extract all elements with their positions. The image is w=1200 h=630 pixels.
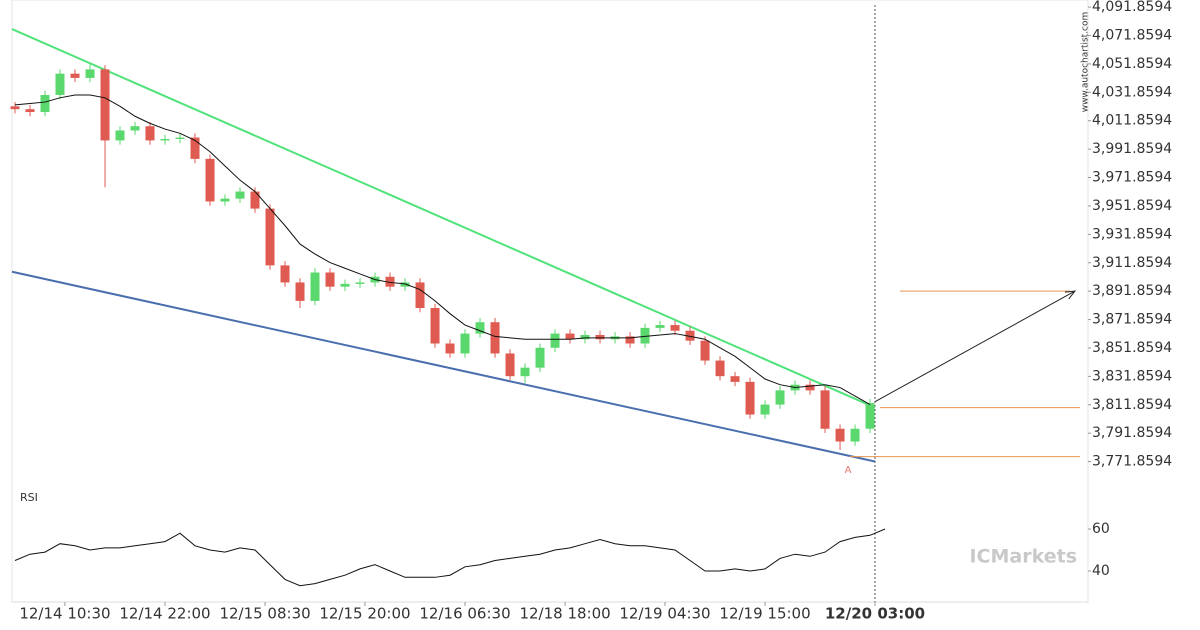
x-tick-label: 12/14 10:30 <box>19 605 110 623</box>
candle-body <box>820 390 830 429</box>
candle-body <box>805 384 815 391</box>
candle-body <box>460 333 470 354</box>
candle-body <box>85 69 95 78</box>
candle-body <box>550 333 560 348</box>
plot-frame <box>11 0 1089 603</box>
y-tick-label: 4,031.8594 <box>1092 84 1172 100</box>
y-tick-label: 3,991.8594 <box>1092 141 1172 157</box>
candle-body <box>475 322 485 334</box>
x-tick-label: 12/19 04:30 <box>619 605 710 623</box>
candle-body <box>685 330 695 341</box>
candle-body <box>355 282 365 284</box>
candle-body <box>190 137 200 159</box>
y-tick-label: 3,891.8594 <box>1092 283 1172 299</box>
candle-body <box>145 126 155 141</box>
candle-body <box>490 322 500 354</box>
watermark: www.autochartist.com <box>1081 12 1091 113</box>
rsi-title: RSI <box>20 491 38 504</box>
candle-body <box>280 265 290 283</box>
y-tick-label: 40 <box>1092 563 1110 579</box>
y-tick-label: 4,011.8594 <box>1092 113 1172 129</box>
candle-body <box>760 404 770 415</box>
candle-body <box>400 282 410 287</box>
candle-body <box>265 208 275 266</box>
candle-body <box>730 376 740 382</box>
arrow-head <box>1064 290 1077 300</box>
x-tick-label: 12/16 06:30 <box>419 605 510 623</box>
candle-body <box>520 367 530 377</box>
trend-line <box>11 28 876 409</box>
candle-body <box>325 272 335 287</box>
candle-body <box>70 73 80 78</box>
y-tick-label: 3,831.8594 <box>1092 368 1172 384</box>
y-tick-label: 3,911.8594 <box>1092 255 1172 271</box>
y-tick-label: 3,871.8594 <box>1092 312 1172 328</box>
y-tick-label: 3,771.8594 <box>1092 454 1172 470</box>
candle-body <box>175 137 185 139</box>
candle-body <box>385 276 395 287</box>
y-tick-label: 4,071.8594 <box>1092 28 1172 44</box>
candle-body <box>415 282 425 309</box>
candle-body <box>865 403 875 429</box>
candle-body <box>160 138 170 141</box>
y-tick-label: 3,851.8594 <box>1092 340 1172 356</box>
candle-body <box>250 191 260 209</box>
candle-body <box>775 390 785 405</box>
candle-body <box>625 336 635 344</box>
candle-body <box>115 130 125 141</box>
candle-body <box>340 283 350 287</box>
candle-body <box>40 94 50 113</box>
x-tick-label: 12/14 22:00 <box>119 605 210 623</box>
x-tick-label: 12/15 08:30 <box>219 605 310 623</box>
candle-body <box>220 198 230 202</box>
candle-body <box>640 327 650 344</box>
x-tick-label: 12/15 20:00 <box>319 605 410 623</box>
candle-body <box>700 340 710 361</box>
candle-body <box>205 158 215 202</box>
candle-body <box>565 333 575 340</box>
candle-body <box>25 109 35 113</box>
y-tick-label: 3,791.8594 <box>1092 425 1172 441</box>
candle-body <box>835 428 845 442</box>
y-tick-label: 4,091.8594 <box>1092 0 1172 15</box>
candle-body <box>715 360 725 377</box>
candle-body <box>850 428 860 442</box>
rsi-line <box>14 528 886 587</box>
x-tick-label: 12/18 18:00 <box>519 605 610 623</box>
x-tick-label: 12/19 15:00 <box>719 605 810 623</box>
candle-body <box>310 272 320 301</box>
candle-body <box>595 334 605 340</box>
candle-body <box>10 106 20 110</box>
candle-body <box>430 308 440 344</box>
candle-body <box>55 73 65 95</box>
forecast-arrow <box>874 290 1076 403</box>
candle-body <box>670 325 680 331</box>
trend-line <box>11 270 876 463</box>
y-tick-label: 3,931.8594 <box>1092 226 1172 242</box>
y-tick-label: 3,971.8594 <box>1092 170 1172 186</box>
candle-body <box>505 353 515 377</box>
candle-body <box>295 282 305 301</box>
logo-watermark: ICMarkets <box>969 546 1077 568</box>
y-tick-label: 4,051.8594 <box>1092 56 1172 72</box>
candle-body <box>100 69 110 141</box>
candle-body <box>580 334 590 340</box>
pattern-marker: A <box>845 465 852 476</box>
candle-body <box>235 191 245 199</box>
y-tick-label: 3,951.8594 <box>1092 198 1172 214</box>
moving-average <box>14 94 871 406</box>
candle-body <box>130 126 140 131</box>
candle-body <box>655 325 665 328</box>
candle-body <box>535 347 545 368</box>
x-tick-label: 12/20 03:00 <box>825 605 925 623</box>
candle-body <box>745 381 755 415</box>
y-tick-label: 60 <box>1092 521 1110 537</box>
candle-body <box>445 343 455 354</box>
y-tick-label: 3,811.8594 <box>1092 397 1172 413</box>
